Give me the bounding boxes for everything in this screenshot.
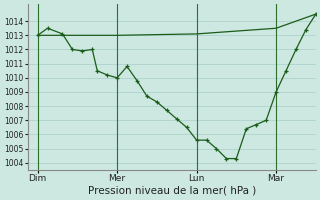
X-axis label: Pression niveau de la mer( hPa ): Pression niveau de la mer( hPa ) — [88, 186, 256, 196]
